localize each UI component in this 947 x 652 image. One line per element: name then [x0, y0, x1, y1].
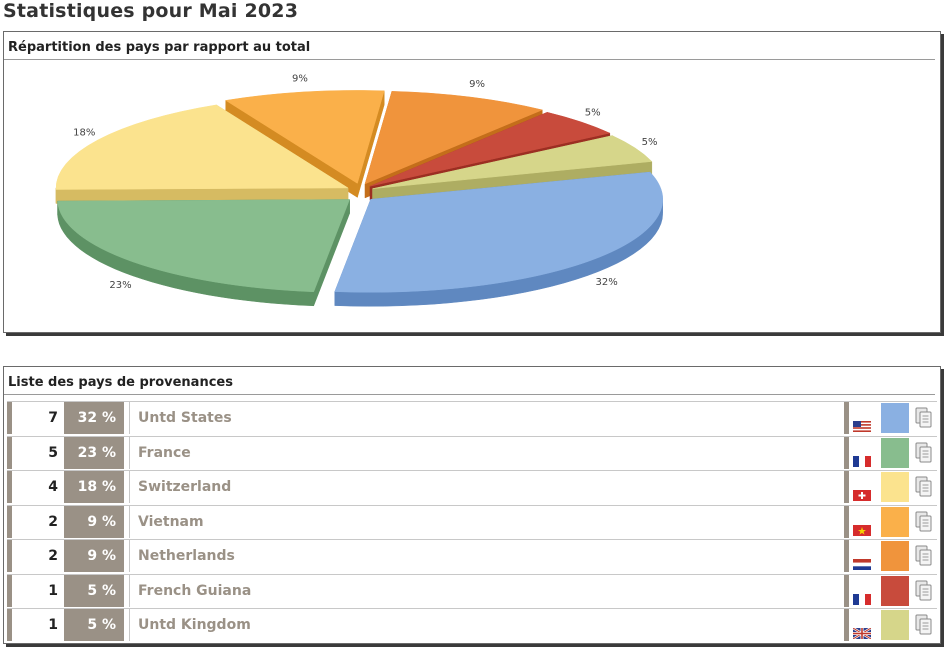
pie-chart: 32% 23% 18% 9% 9% 5% 5%: [55, 73, 664, 307]
pie-label-1: 32%: [595, 277, 617, 288]
row-marker: [7, 574, 12, 607]
country-row-3: 4 18 % Switzerland: [7, 470, 937, 503]
pie-label-6: 5%: [585, 107, 601, 118]
visit-count: 2: [48, 548, 58, 564]
row-marker-right: [844, 505, 849, 538]
copy-icon[interactable]: [913, 506, 933, 538]
copy-icon[interactable]: [913, 540, 933, 572]
copy-icon[interactable]: [913, 471, 933, 503]
copy-icon[interactable]: [913, 437, 933, 469]
country-list-panel: Liste des pays de provenances 7 32 % Untd …: [3, 366, 941, 644]
pie-slice-2: [57, 199, 350, 307]
pie-label-2: 23%: [109, 280, 131, 291]
color-swatch: [881, 472, 909, 502]
country-name: France: [129, 436, 844, 469]
pie-label-5: 9%: [469, 79, 485, 90]
color-swatch: [881, 541, 909, 571]
pie-slice-1: [334, 171, 664, 307]
country-name: Netherlands: [129, 540, 844, 572]
fr-flag-icon: [849, 575, 879, 607]
copy-icon[interactable]: [913, 402, 933, 434]
row-marker: [7, 471, 12, 503]
color-swatch: [881, 506, 909, 537]
row-marker: [7, 540, 12, 572]
row-marker: [7, 505, 12, 538]
country-name: Untd States: [129, 402, 844, 434]
country-row-1: 7 32 % Untd States: [7, 401, 937, 434]
row-marker-right: [844, 402, 849, 434]
visit-percent: 9 %: [64, 540, 124, 572]
visit-count: 1: [48, 582, 58, 599]
row-marker-right: [844, 436, 849, 469]
gb-flag-icon: [849, 609, 879, 641]
color-swatch: [881, 575, 909, 606]
pie-slice-3: [55, 104, 349, 204]
visit-percent: 18 %: [64, 471, 124, 503]
country-name: French Guiana: [129, 574, 844, 607]
pie-label-7: 5%: [642, 137, 658, 148]
country-name: Untd Kingdom: [129, 609, 844, 641]
row-marker-right: [844, 540, 849, 572]
color-swatch: [881, 437, 909, 468]
copy-icon[interactable]: [913, 609, 933, 641]
color-swatch: [881, 610, 909, 640]
visit-count: 7: [48, 410, 58, 426]
country-name: Vietnam: [129, 505, 844, 538]
fr-flag-icon: [849, 437, 879, 469]
row-marker: [7, 402, 12, 434]
color-swatch: [881, 403, 909, 433]
ch-flag-icon: [849, 471, 879, 503]
vn-flag-icon: [849, 506, 879, 538]
country-row-7: 1 5 % Untd Kingdom: [7, 608, 937, 641]
pie-label-4: 9%: [292, 73, 308, 84]
visit-percent: 5 %: [64, 574, 124, 607]
row-marker: [7, 436, 12, 469]
country-row-4: 2 9 % Vietnam: [7, 504, 937, 538]
visit-count: 1: [48, 617, 58, 633]
visit-percent: 23 %: [64, 436, 124, 469]
visit-percent: 9 %: [64, 505, 124, 538]
visit-count: 2: [48, 513, 58, 530]
visit-count: 5: [48, 444, 58, 461]
country-row-6: 1 5 % French Guiana: [7, 573, 937, 607]
country-row-2: 5 23 % France: [7, 435, 937, 469]
chart-panel-title: Répartition des pays par rapport au tota…: [4, 32, 935, 60]
copy-icon[interactable]: [913, 575, 933, 607]
row-marker-right: [844, 574, 849, 607]
chart-panel: Répartition des pays par rapport au tota…: [3, 31, 941, 333]
country-name: Switzerland: [129, 471, 844, 503]
visit-count: 4: [48, 479, 58, 495]
visit-percent: 5 %: [64, 609, 124, 641]
country-row-5: 2 9 % Netherlands: [7, 539, 937, 572]
pie-label-3: 18%: [73, 128, 95, 139]
us-flag-icon: [849, 402, 879, 434]
page-title: Statistiques pour Mai 2023: [3, 0, 299, 22]
row-marker: [7, 609, 12, 641]
list-panel-title: Liste des pays de provenances: [4, 367, 935, 395]
visit-percent: 32 %: [64, 402, 124, 434]
nl-flag-icon: [849, 540, 879, 572]
row-marker-right: [844, 609, 849, 641]
row-marker-right: [844, 471, 849, 503]
